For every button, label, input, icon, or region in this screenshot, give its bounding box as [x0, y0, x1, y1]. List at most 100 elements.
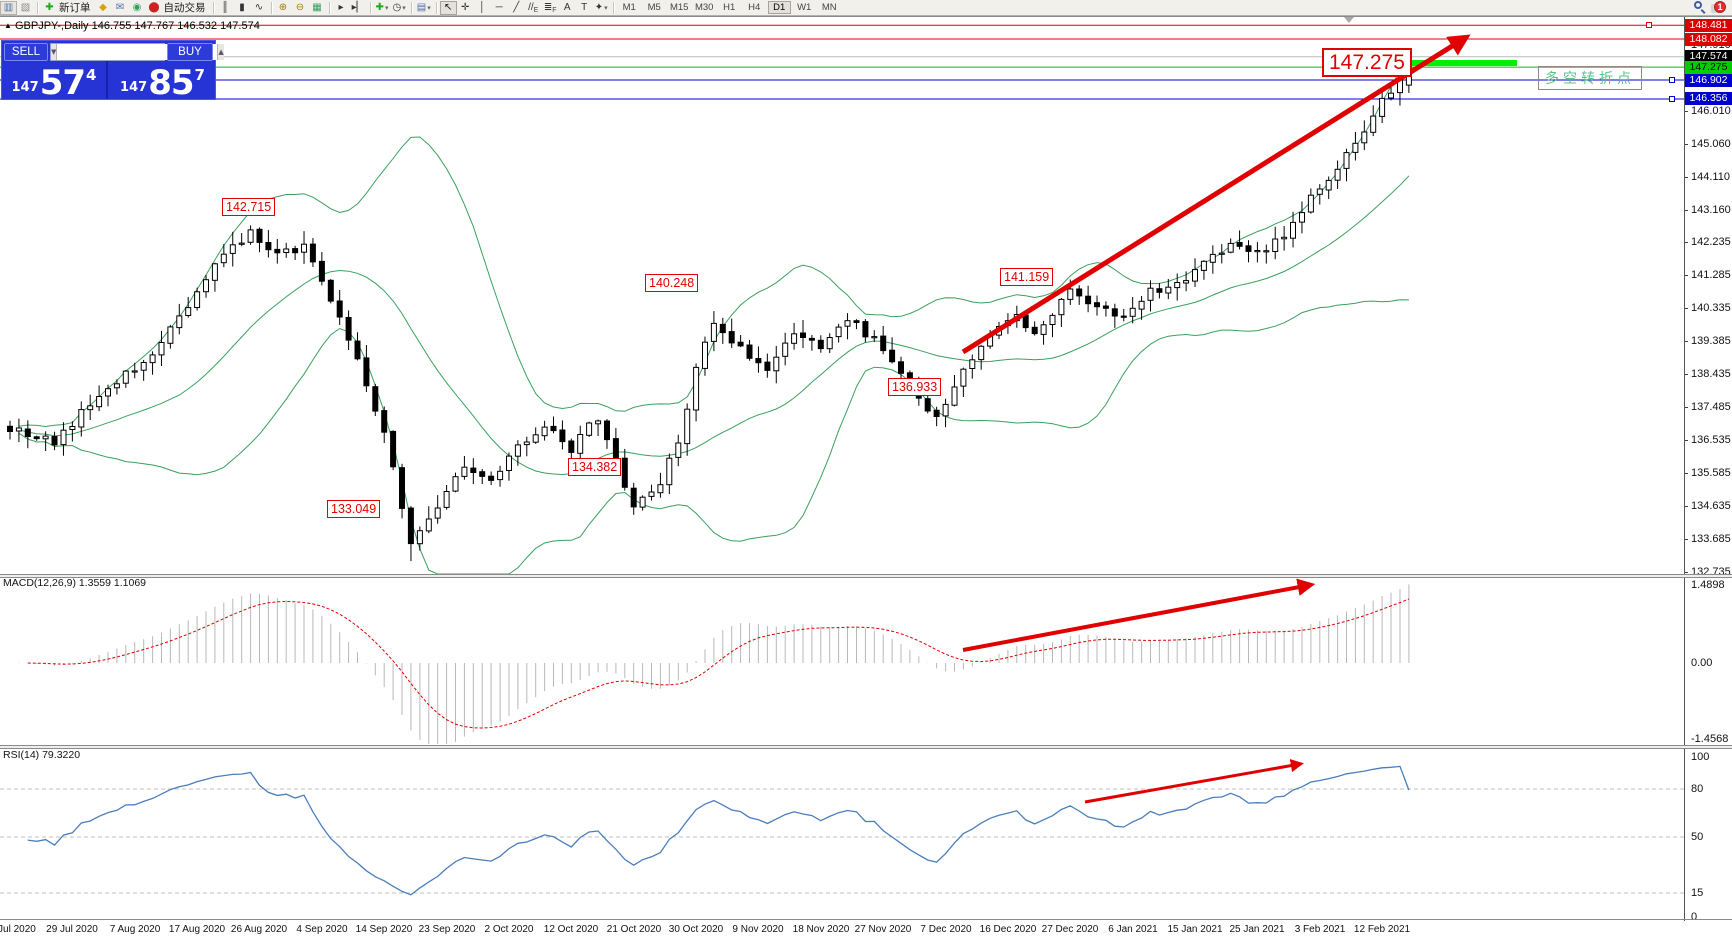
search-icon[interactable]	[1694, 1, 1707, 14]
crosshair-icon: ✛	[461, 2, 470, 13]
indicators-button[interactable]: ✚ ▾	[374, 1, 391, 15]
price-tick-mark	[1684, 111, 1688, 112]
price-annotation-147.275[interactable]: 147.275	[1322, 48, 1412, 77]
horizontal-line-button[interactable]: ─	[491, 1, 508, 15]
time-axis-label: 12 Oct 2020	[543, 924, 599, 935]
buy-button[interactable]: BUY	[167, 43, 213, 61]
price-tag-147.574: 147.574	[1685, 50, 1732, 63]
trend-arrow-1[interactable]	[961, 34, 1471, 355]
periods-button-dropdown-icon: ▾	[402, 4, 406, 12]
line-handle[interactable]	[1669, 77, 1675, 84]
timeframe-w1[interactable]: W1	[797, 2, 812, 13]
turning-point-text-label[interactable]: 多空转折点	[1538, 66, 1642, 90]
macd-rsi-separator[interactable]	[0, 745, 1732, 749]
vertical-line-button[interactable]: │	[474, 1, 491, 15]
crosshair-button[interactable]: ✛	[457, 1, 474, 15]
print-preview-button[interactable]: ▧	[17, 1, 34, 15]
tile-windows-button[interactable]: ▦	[309, 1, 326, 15]
price-annotation-136.933[interactable]: 136.933	[888, 378, 942, 396]
price-tick-mark	[1684, 177, 1688, 178]
timeframe-m30[interactable]: M30	[694, 2, 714, 13]
cursor-button[interactable]: ↖	[439, 0, 457, 15]
sell-price-display[interactable]: 147 57 4	[2, 61, 108, 100]
chart-shift-icon: ▸▏	[351, 2, 365, 13]
notifications-button[interactable]: 1	[1711, 1, 1726, 14]
trend-arrow-2[interactable]	[962, 578, 1316, 652]
volume-decrease-button[interactable]: ▼	[51, 44, 58, 60]
style-bucket-button[interactable]: ◆	[95, 1, 112, 15]
price-axis-label: 146.010	[1691, 105, 1731, 117]
autotrading-button[interactable]: ⬤	[146, 1, 163, 15]
price-annotation-140.248[interactable]: 140.248	[645, 274, 699, 292]
price-annotation-134.382[interactable]: 134.382	[568, 458, 622, 476]
toolbar-separator	[435, 1, 437, 14]
price-tag-148.481: 148.481	[1685, 19, 1732, 32]
price-tick-mark	[1684, 341, 1688, 342]
notification-badge: 1	[1714, 1, 1726, 13]
zoom-in-icon: ⊕	[278, 2, 288, 13]
bar-chart-button[interactable]: ║	[217, 1, 234, 15]
price-tick-mark	[1684, 242, 1688, 243]
buy-price-display[interactable]: 147 85 7	[110, 61, 215, 100]
timeframe-mn[interactable]: MN	[821, 2, 837, 13]
volume-increase-button[interactable]: ▲	[217, 44, 224, 60]
rsi-layer	[0, 765, 1684, 896]
trend-arrow-3[interactable]	[1084, 759, 1304, 804]
timeframe-d1[interactable]: D1	[767, 1, 791, 14]
candlestick-chart-button[interactable]: ▮	[234, 1, 251, 15]
metaeditor-button[interactable]: ✉	[112, 1, 129, 15]
autotrading-icon: ⬤	[148, 2, 160, 13]
candles-layer[interactable]	[7, 50, 1412, 562]
time-axis-label: 29 Jul 2020	[46, 924, 98, 935]
text-label-button[interactable]: T	[576, 1, 593, 15]
price-axis-label: 141.285	[1691, 269, 1731, 281]
line-chart-button[interactable]: ∿	[251, 1, 268, 15]
new-order-button[interactable]: ✚	[41, 1, 58, 15]
vertical-line-icon: │	[479, 2, 486, 13]
price-annotation-142.715[interactable]: 142.715	[222, 198, 276, 216]
trendline-button[interactable]: ╱	[508, 1, 525, 15]
timeframe-m1[interactable]: M1	[622, 2, 636, 13]
price-annotation-141.159[interactable]: 141.159	[1000, 268, 1054, 286]
time-axis-label: 3 Feb 2021	[1294, 924, 1346, 935]
symbol-marker-icon: ▲	[4, 21, 12, 30]
price-axis-label: 143.160	[1691, 204, 1731, 216]
auto-scroll-button[interactable]: ▸	[333, 1, 350, 15]
chart-shift-button[interactable]: ▸▏	[350, 1, 367, 15]
price-annotation-133.049[interactable]: 133.049	[327, 500, 381, 518]
price-tick-mark	[1684, 440, 1688, 441]
time-axis-label: 18 Nov 2020	[792, 924, 850, 935]
price-axis-label: 142.235	[1691, 236, 1731, 248]
timeframe-h4[interactable]: H4	[748, 2, 761, 13]
line-handle[interactable]	[1646, 22, 1652, 29]
periods-icon: ◷	[392, 2, 402, 13]
zoom-out-button[interactable]: ⊖	[292, 1, 309, 15]
market-watch-button[interactable]: ◉	[129, 1, 146, 15]
toolbar-right-cluster: 1	[1694, 1, 1726, 14]
arrows-button[interactable]: ✦ ▾	[593, 1, 610, 15]
periods-button[interactable]: ◷ ▾	[391, 1, 408, 15]
time-axis-label: 26 Aug 2020	[230, 924, 288, 935]
chart-window-button[interactable]: ▥	[0, 0, 17, 15]
line-handle[interactable]	[1669, 95, 1675, 102]
price-axis-label: 134.635	[1691, 500, 1731, 512]
rsi-scale-label: 50	[1691, 831, 1704, 843]
timeframe-m15[interactable]: M15	[669, 2, 689, 13]
price-tick-mark	[1684, 374, 1688, 375]
rsi-scale-label: 15	[1691, 887, 1704, 899]
zoom-in-button[interactable]: ⊕	[275, 1, 292, 15]
price-tick-mark	[1684, 506, 1688, 507]
window-separator	[0, 16, 1732, 17]
timeframe-m5[interactable]: M5	[647, 2, 661, 13]
fibonacci-button[interactable]: ≣ F	[542, 1, 559, 15]
channel-button[interactable]: //E	[525, 1, 542, 15]
text-button[interactable]: A	[559, 1, 576, 15]
templates-button[interactable]: ▤ ▾	[415, 1, 433, 15]
time-axis-label: 27 Nov 2020	[854, 924, 912, 935]
timeframe-h1[interactable]: H1	[723, 2, 736, 13]
main-macd-separator[interactable]	[0, 574, 1732, 578]
text-label-icon: T	[581, 2, 588, 13]
sell-button[interactable]: SELL	[4, 43, 48, 61]
object-anchor-icon[interactable]	[1344, 17, 1354, 23]
